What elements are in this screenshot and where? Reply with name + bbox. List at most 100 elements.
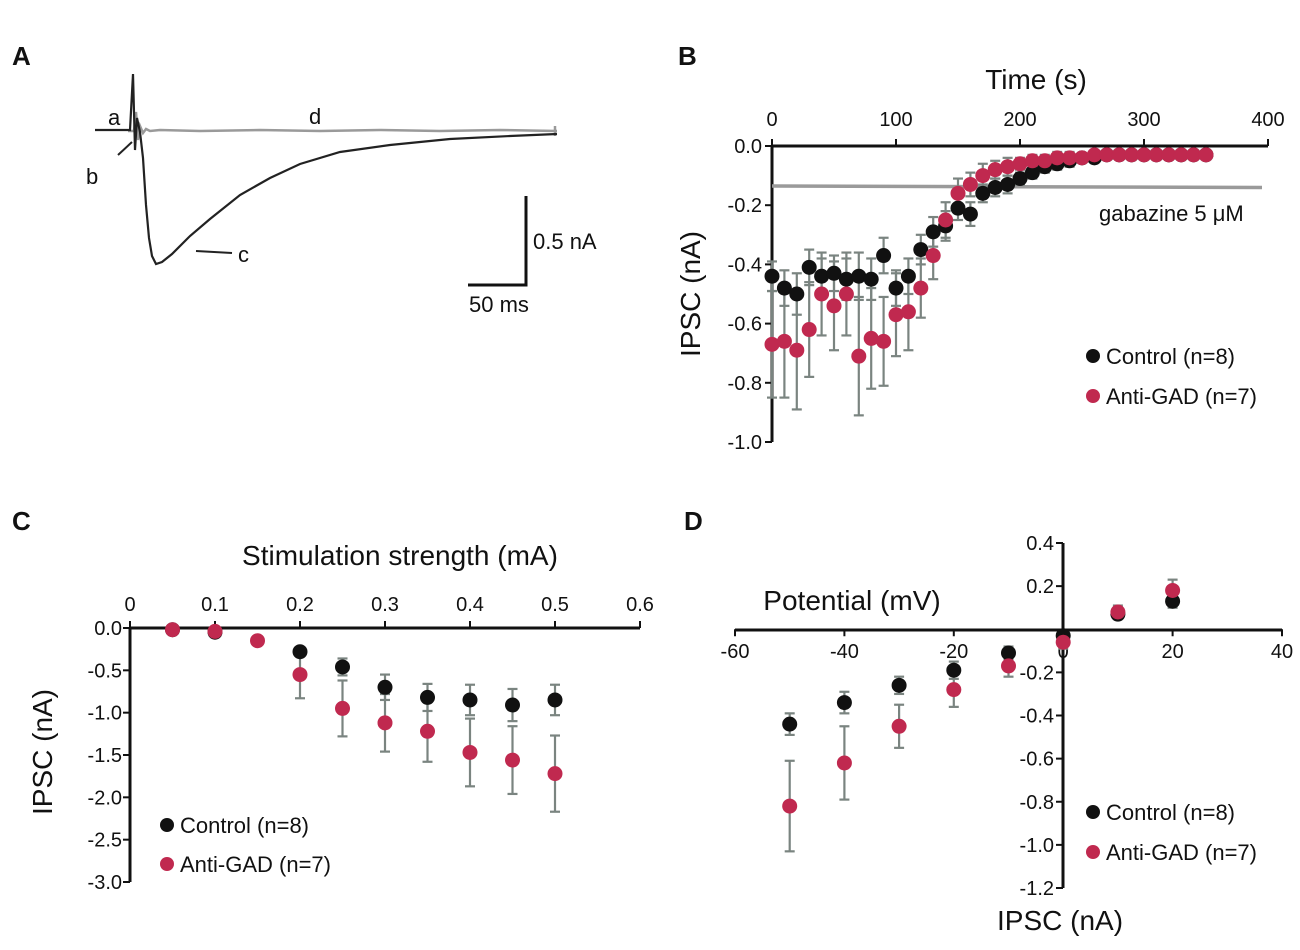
d-point-control [1165,593,1181,609]
c-y-tick-label: 0.0 [94,618,122,640]
d-point-control [1001,645,1016,661]
trace-label-d: d [309,104,321,129]
d-point-control [836,695,852,711]
c-x-tick-label: 0.6 [626,594,654,616]
b-point-antigad [900,304,916,320]
d-point-control [946,662,962,678]
b-x-axis-title: Time (s) [985,64,1087,95]
c-point-antigad [292,667,308,683]
trace-label-b: b [86,164,98,189]
b-point-antigad [826,298,842,314]
b-point-antigad [1000,159,1016,175]
b-point-control [962,206,978,222]
b-point-antigad [1099,147,1115,163]
c-point-antigad [207,623,223,639]
d-y-tick-label: 0.2 [1026,576,1054,598]
b-x-tick-label: 100 [879,109,912,131]
d-x-tick-label: 20 [1161,641,1183,663]
b-point-antigad [975,168,991,184]
b-x-tick-label: 400 [1251,109,1284,131]
d-y-tick-label: -1.2 [1020,878,1054,900]
c-point-control [420,689,435,705]
c-x-tick-label: 0 [124,594,135,616]
d-point-antigad [1001,658,1016,674]
c-point-control [377,679,393,695]
b-point-antigad [801,322,817,338]
b-x-tick-label: 0 [766,109,777,131]
d-axis-title-potential: Potential (mV) [763,585,940,616]
c-point-antigad [547,766,563,782]
b-point-antigad [1161,147,1177,163]
c-point-antigad [250,633,265,649]
trace-label-a: a [108,105,121,130]
c-y-ticks: 0.0 -0.5 -1.0 -1.5 -2.0 -2.5 -3.0 [88,618,130,894]
b-point-antigad [1074,150,1090,166]
b-point-control [876,248,892,264]
d-y-tick-label: 0.4 [1026,533,1054,555]
gabazine-line [771,184,1263,190]
b-point-control [975,185,991,201]
c-legend-antigad: Anti-GAD (n=7) [180,852,331,877]
d-point-antigad [1110,604,1126,620]
c-legend-control: Control (n=8) [180,813,309,838]
b-point-antigad [838,286,854,302]
d-point-control [891,677,907,693]
c-point-antigad [505,752,520,768]
b-point-antigad [987,162,1003,178]
b-point-antigad [776,333,792,349]
b-point-control [913,242,929,258]
b-point-control [801,259,817,275]
b-point-control [1012,171,1028,187]
c-x-tick-label: 0.4 [456,594,484,616]
c-x-axis-title: Stimulation strength (mA) [242,540,558,571]
b-point-antigad [876,333,892,349]
c-legend-marker-control [160,818,174,832]
b-y-tick-label: -0.2 [728,195,762,217]
b-point-antigad [1086,147,1102,163]
d-legend-marker-control [1086,805,1100,819]
d-y-tick-label: -0.8 [1020,792,1054,814]
d-point-antigad [891,718,907,734]
d-point-antigad [946,682,962,698]
c-point-antigad [377,715,393,731]
panel-label-d: D [684,506,703,536]
b-point-antigad [938,212,954,228]
b-point-control [851,268,867,284]
c-x-tick-label: 0.3 [371,594,399,616]
b-y-tick-label: -0.6 [728,314,762,336]
d-point-antigad [1165,582,1181,598]
b-point-antigad [863,330,879,346]
b-point-control [1000,176,1016,192]
b-point-control [838,271,854,287]
b-legend-antigad: Anti-GAD (n=7) [1106,384,1257,409]
b-y-tick-label: 0.0 [734,136,762,158]
c-point-antigad [462,744,478,760]
d-point-antigad [1055,634,1071,650]
d-point-antigad [836,755,852,771]
b-point-control [789,286,805,302]
c-legend-marker-antigad [160,857,174,871]
b-legend-marker-control [1086,349,1100,363]
b-point-antigad [1124,147,1140,163]
b-point-antigad [925,248,941,264]
b-point-antigad [814,286,830,302]
b-point-control [888,280,904,296]
d-y-tick-label: -0.2 [1020,662,1054,684]
c-x-ticks: 0 0.1 0.2 0.3 0.4 0.5 0.6 [124,594,654,628]
b-x-tick-label: 300 [1127,109,1160,131]
c-point-control [292,644,308,660]
d-y-tick-label: -1.0 [1020,835,1054,857]
scale-bar [468,196,528,287]
b-point-control [776,280,792,296]
b-legend-marker-antigad [1086,389,1100,403]
c-x-tick-label: 0.5 [541,594,569,616]
panel-b: 0 100 200 300 400 0.0 -0.2 -0.4 -0.6 -0.8 -1.0 Ti… [675,64,1285,454]
b-point-antigad [1148,147,1164,163]
panel-label-c: C [12,506,31,536]
gabazine-annotation: gabazine 5 μM [1099,201,1244,226]
d-y-tick-label: -0.4 [1020,706,1054,728]
b-point-control [925,224,941,240]
b-point-antigad [1186,147,1202,163]
d-y-tick-label: -0.6 [1020,749,1054,771]
